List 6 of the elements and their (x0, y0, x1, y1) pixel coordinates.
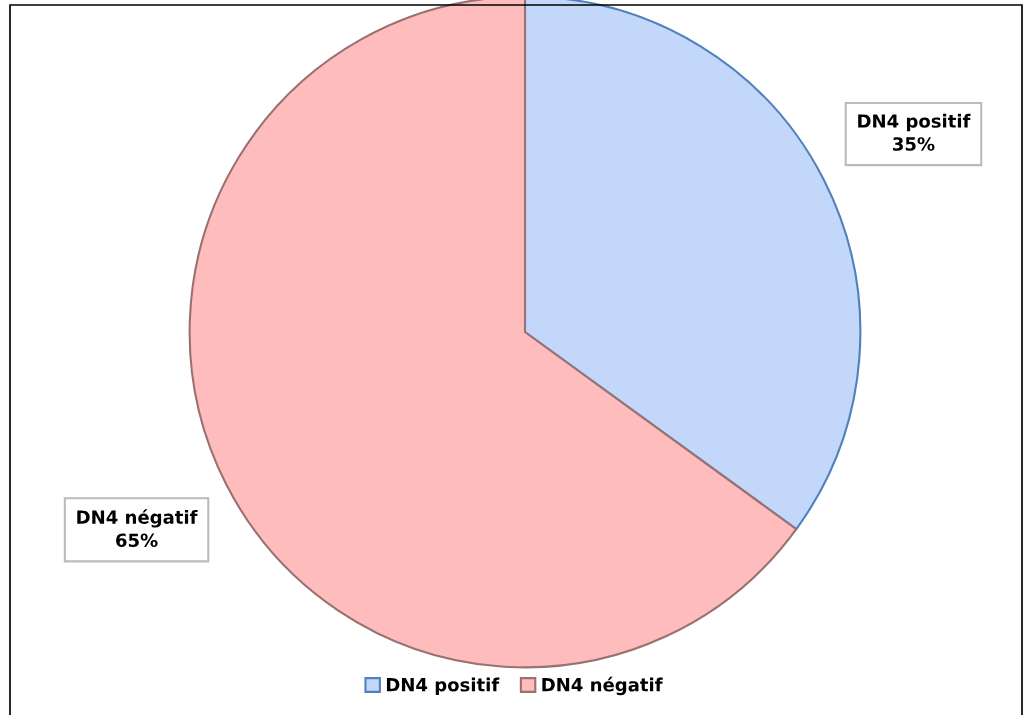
data-label: 35% (893, 137, 935, 151)
legend-label: DN4 négatif (542, 676, 663, 696)
slice-label: DN4 négatif (77, 509, 198, 528)
slice-label: DN4 positif (858, 113, 971, 132)
data-label: 65% (116, 533, 158, 548)
legend-label: DN4 positif (386, 677, 500, 696)
